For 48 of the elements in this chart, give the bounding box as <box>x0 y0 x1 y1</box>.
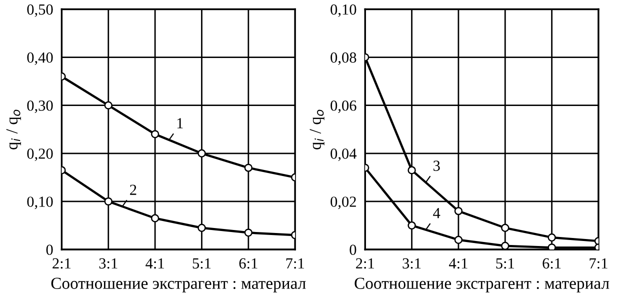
point <box>150 214 160 222</box>
point <box>501 242 510 250</box>
x-axis-title: Соотношение экстрагент : материал <box>354 278 610 292</box>
series-label: 4 <box>433 208 440 218</box>
x-tick-label: 5:1 <box>496 258 514 269</box>
x-tick-label: 4:1 <box>448 258 468 269</box>
point <box>104 197 112 206</box>
y-tick-label: 0,20 <box>27 148 53 162</box>
point <box>454 236 463 244</box>
y-tick-label: 0,02 <box>330 196 356 210</box>
y-tick-label: 0 <box>350 244 356 255</box>
point <box>548 233 556 242</box>
x-axis-title: Соотношение экстрагент : материал <box>51 278 306 292</box>
y-tick-label: 0,40 <box>27 52 53 65</box>
point <box>454 206 463 216</box>
series-label: 2 <box>130 184 136 195</box>
y-tick-label: 0,08 <box>330 52 356 65</box>
point <box>408 166 416 174</box>
x-tick-label: 3:1 <box>99 258 118 269</box>
y-tick-label: 0,04 <box>330 148 357 162</box>
y-axis-title: q$_{i}$ / q$_{o}$ <box>310 110 324 150</box>
y-tick-label: 0,50 <box>27 4 53 17</box>
point <box>501 224 510 232</box>
x-tick-label: 5:1 <box>192 258 211 269</box>
point <box>244 164 253 172</box>
point <box>198 224 206 232</box>
x-tick-label: 7:1 <box>286 258 304 269</box>
point <box>150 130 160 138</box>
y-tick-label: 0,10 <box>330 4 356 17</box>
y-tick-label: 0 <box>46 244 53 255</box>
point <box>104 101 112 110</box>
y-tick-label: 0,06 <box>330 100 356 113</box>
x-tick-label: 3:1 <box>402 258 421 269</box>
x-tick-label: 2:1 <box>356 258 374 269</box>
y-tick-label: 0,10 <box>27 196 53 210</box>
x-tick-label: 4:1 <box>146 258 164 269</box>
x-tick-label: 6:1 <box>239 258 258 269</box>
series-label: 1 <box>177 118 183 128</box>
y-axis-title: q$_{i}$ / q$_{o}$ <box>6 110 21 150</box>
point <box>408 221 416 230</box>
x-tick-label: 7:1 <box>590 258 608 269</box>
series-label: 3 <box>434 160 440 171</box>
point <box>198 149 206 158</box>
point <box>548 243 556 250</box>
point <box>244 228 253 237</box>
x-tick-label: 2:1 <box>52 258 71 269</box>
y-tick-label: 0,30 <box>27 100 53 113</box>
x-tick-label: 6:1 <box>542 258 561 269</box>
